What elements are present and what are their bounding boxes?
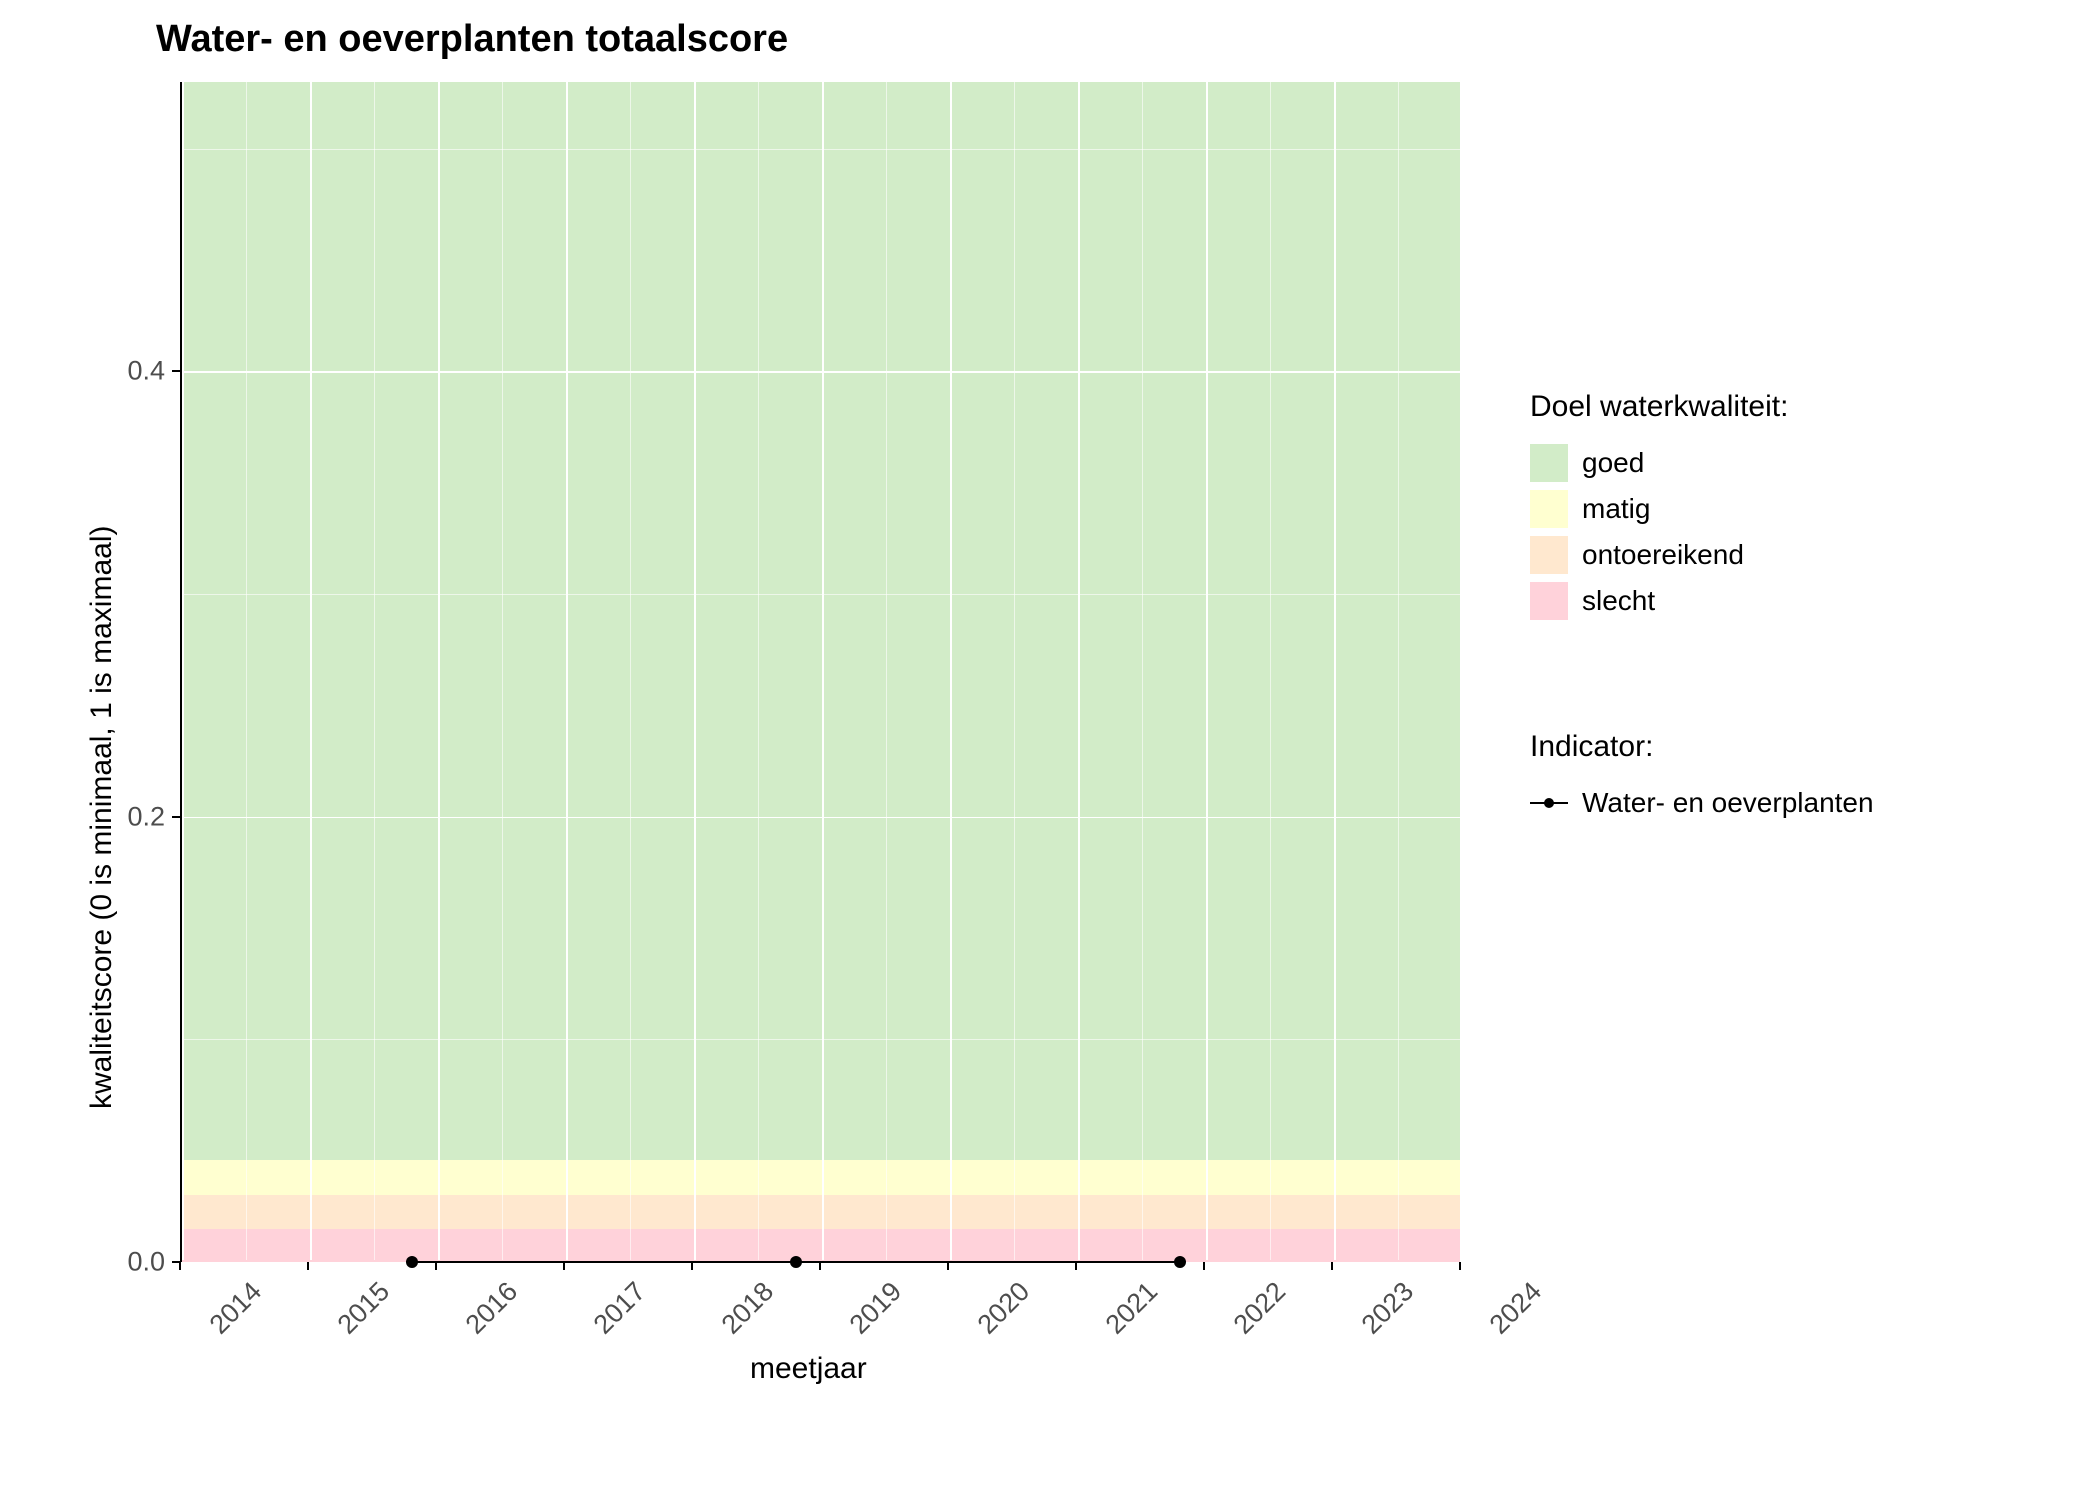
legend-quality-bands: Doel waterkwaliteit: goed matig ontoereike… — [1530, 390, 1788, 628]
gridline-vertical-minor — [1142, 82, 1143, 1260]
gridline-horizontal — [182, 817, 1460, 819]
x-tick-mark — [947, 1262, 949, 1270]
series-point — [1174, 1256, 1186, 1268]
gridline-vertical — [1078, 82, 1080, 1260]
legend-item-label: matig — [1582, 493, 1650, 525]
legend-swatch — [1530, 582, 1568, 620]
x-tick-mark — [563, 1262, 565, 1270]
series-point — [790, 1256, 802, 1268]
x-tick-label: 2021 — [1100, 1276, 1164, 1340]
gridline-vertical — [1334, 82, 1336, 1260]
y-tick-label: 0.4 — [110, 356, 165, 387]
x-tick-mark — [1459, 1262, 1461, 1270]
x-tick-mark — [307, 1262, 309, 1270]
x-tick-label: 2016 — [460, 1276, 524, 1340]
x-tick-label: 2018 — [716, 1276, 780, 1340]
gridline-vertical — [310, 82, 312, 1260]
legend-indicator: Indicator: Water- en oeverplanten — [1530, 730, 1874, 830]
x-tick-mark — [691, 1262, 693, 1270]
x-tick-mark — [1203, 1262, 1205, 1270]
legend-item-label: slecht — [1582, 585, 1655, 617]
chart-container: Water- en oeverplanten totaalscore kwali… — [60, 10, 2040, 1490]
x-tick-label: 2023 — [1356, 1276, 1420, 1340]
y-tick-label: 0.2 — [110, 801, 165, 832]
y-tick-mark — [172, 816, 180, 818]
gridline-horizontal-minor — [182, 1039, 1460, 1040]
legend-swatch — [1530, 536, 1568, 574]
gridline-horizontal — [182, 371, 1460, 373]
legend-band-item: ontoereikend — [1530, 536, 1788, 574]
gridline-vertical-minor — [1270, 82, 1271, 1260]
gridline-vertical — [950, 82, 952, 1260]
gridline-vertical — [694, 82, 696, 1260]
legend-band-item: slecht — [1530, 582, 1788, 620]
legend-item-label: ontoereikend — [1582, 539, 1744, 571]
gridline-vertical-minor — [246, 82, 247, 1260]
y-tick-mark — [172, 370, 180, 372]
x-tick-label: 2019 — [844, 1276, 908, 1340]
x-tick-mark — [435, 1262, 437, 1270]
gridline-vertical — [182, 82, 184, 1260]
gridline-vertical-minor — [374, 82, 375, 1260]
y-tick-label: 0.0 — [110, 1247, 165, 1278]
gridline-vertical-minor — [630, 82, 631, 1260]
x-tick-label: 2022 — [1228, 1276, 1292, 1340]
gridline-horizontal-minor — [182, 594, 1460, 595]
gridline-horizontal-minor — [182, 149, 1460, 150]
x-axis-label: meetjaar — [750, 1352, 867, 1386]
gridline-vertical-minor — [758, 82, 759, 1260]
gridline-vertical — [822, 82, 824, 1260]
legend-indicator-item: Water- en oeverplanten — [1530, 784, 1874, 822]
gridline-vertical-minor — [886, 82, 887, 1260]
x-tick-mark — [1075, 1262, 1077, 1270]
x-tick-label: 2015 — [332, 1276, 396, 1340]
series-line-segment — [796, 1261, 1180, 1263]
legend-band-item: goed — [1530, 444, 1788, 482]
series-point — [406, 1256, 418, 1268]
x-tick-label: 2017 — [588, 1276, 652, 1340]
y-tick-mark — [172, 1261, 180, 1263]
legend-indicator-title: Indicator: — [1530, 730, 1874, 764]
x-tick-label: 2024 — [1484, 1276, 1548, 1340]
gridline-vertical — [1462, 82, 1464, 1260]
x-tick-mark — [819, 1262, 821, 1270]
x-tick-label: 2014 — [204, 1276, 268, 1340]
gridline-vertical — [566, 82, 568, 1260]
legend-indicator-swatch — [1530, 784, 1568, 822]
legend-swatch — [1530, 444, 1568, 482]
chart-title: Water- en oeverplanten totaalscore — [156, 18, 788, 61]
legend-swatch — [1530, 490, 1568, 528]
gridline-vertical-minor — [1014, 82, 1015, 1260]
legend-item-label: Water- en oeverplanten — [1582, 787, 1874, 819]
legend-band-item: matig — [1530, 490, 1788, 528]
x-tick-mark — [1331, 1262, 1333, 1270]
x-tick-label: 2020 — [972, 1276, 1036, 1340]
gridline-vertical — [1206, 82, 1208, 1260]
gridline-vertical-minor — [1398, 82, 1399, 1260]
gridline-vertical — [438, 82, 440, 1260]
x-tick-mark — [179, 1262, 181, 1270]
legend-bands-title: Doel waterkwaliteit: — [1530, 390, 1788, 424]
series-line-segment — [412, 1261, 796, 1263]
plot-area — [180, 82, 1460, 1262]
gridline-vertical-minor — [502, 82, 503, 1260]
legend-item-label: goed — [1582, 447, 1644, 479]
